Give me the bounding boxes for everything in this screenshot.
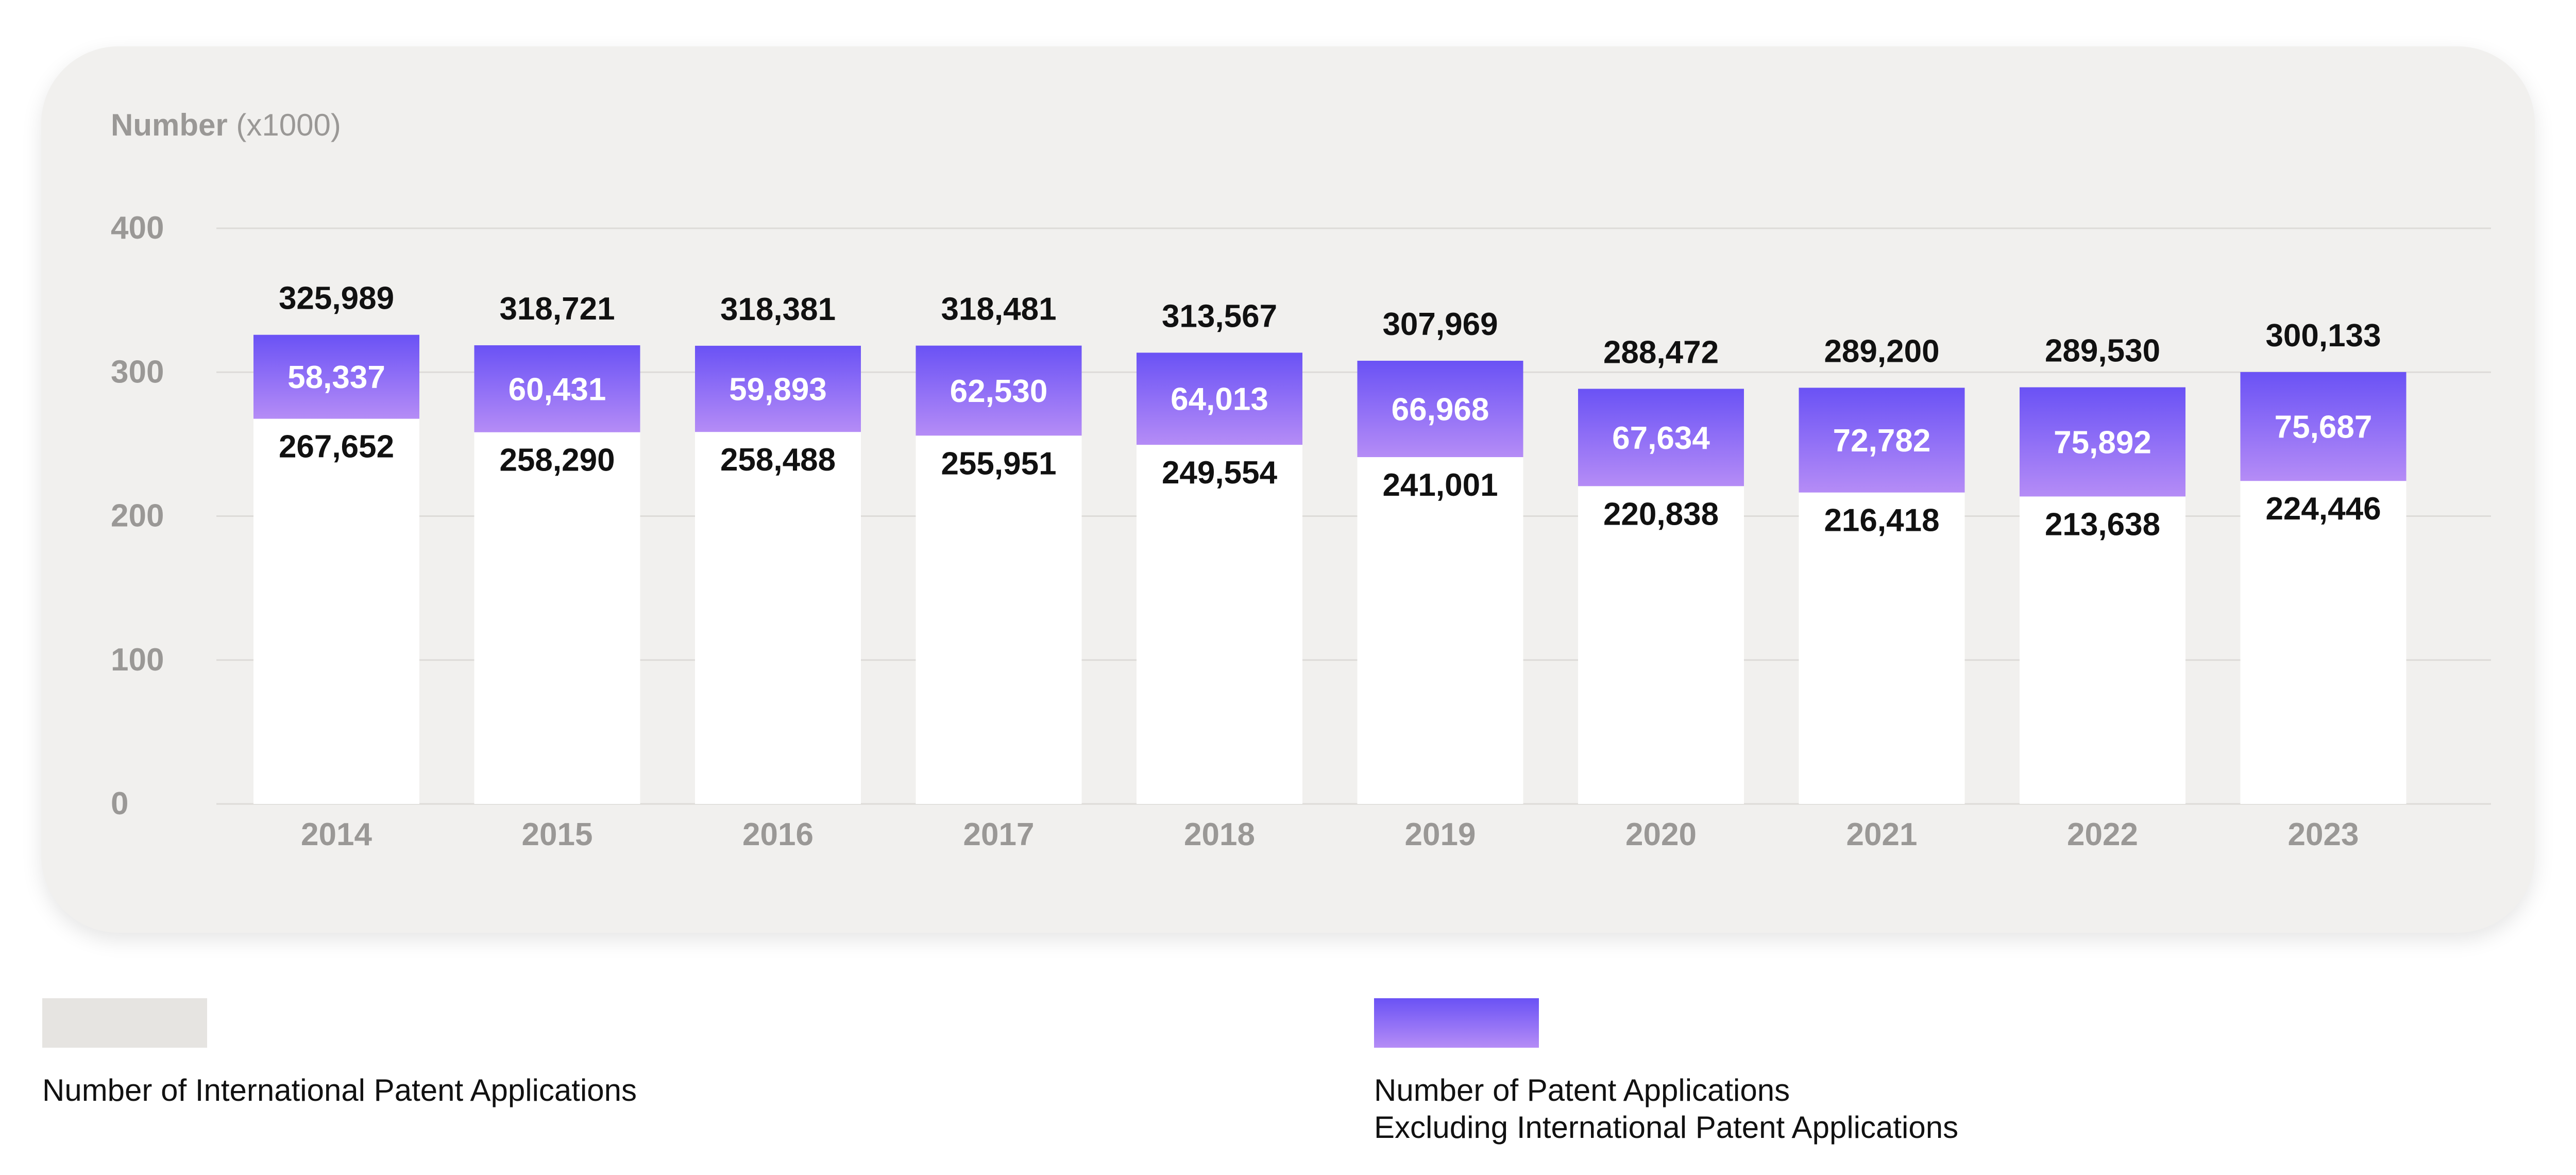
legend-label-excluding-line1: Number of Patent Applications (1374, 1073, 1790, 1107)
data-label-excluding: 62,530 (950, 374, 1048, 409)
y-axis-title-label: Number (111, 108, 228, 142)
x-tick-label: 2023 (2288, 817, 2359, 852)
bar-international-2022 (2020, 496, 2185, 804)
data-label-international: 220,838 (1603, 496, 1719, 532)
data-label-excluding: 75,687 (2275, 410, 2372, 445)
legend-swatch-excluding (1374, 998, 1539, 1048)
data-label-excluding: 75,892 (2054, 425, 2151, 460)
bar-excluding-2023 (2240, 372, 2406, 481)
y-tick-label: 200 (111, 498, 164, 534)
bar-excluding-2014 (253, 334, 419, 419)
legend-label-international: Number of International Patent Applicati… (42, 1073, 637, 1107)
y-tick-label: 100 (111, 642, 164, 678)
bar-international-2018 (1137, 445, 1302, 804)
data-label-international: 267,652 (279, 429, 394, 465)
data-label-excluding: 64,013 (1171, 382, 1268, 417)
data-label-total: 289,530 (2045, 333, 2160, 368)
bar-excluding-2016 (695, 345, 861, 432)
bar-international-2016 (695, 432, 861, 804)
bar-excluding-2021 (1799, 388, 1965, 493)
y-tick-label: 400 (111, 210, 164, 246)
data-label-total: 289,200 (1824, 333, 1939, 369)
x-tick-label: 2019 (1405, 817, 1476, 852)
data-label-total: 288,472 (1603, 334, 1719, 370)
x-tick-label: 2014 (301, 817, 372, 852)
data-label-excluding: 67,634 (1612, 421, 1710, 456)
data-label-international: 241,001 (1382, 467, 1498, 503)
data-label-excluding: 72,782 (1833, 423, 1931, 459)
data-label-total: 318,721 (499, 291, 615, 327)
y-axis-title-unit: (x1000) (236, 108, 341, 142)
y-axis-title: Number (x1000) (111, 107, 341, 143)
x-tick-label: 2022 (2067, 817, 2138, 852)
x-tick-label: 2018 (1184, 817, 1255, 852)
data-label-excluding: 66,968 (1392, 392, 1489, 428)
x-tick-label: 2017 (963, 817, 1035, 852)
data-label-total: 307,969 (1382, 307, 1498, 342)
data-label-international: 255,951 (941, 446, 1056, 481)
bar-excluding-2015 (474, 345, 640, 432)
data-label-total: 318,481 (941, 292, 1056, 327)
data-label-excluding: 60,431 (509, 372, 606, 407)
data-label-total: 325,989 (279, 281, 394, 316)
data-label-total: 318,381 (720, 292, 836, 327)
bar-international-2023 (2240, 481, 2406, 804)
bar-excluding-2020 (1578, 389, 1744, 486)
bar-excluding-2018 (1137, 352, 1302, 445)
x-tick-label: 2021 (1846, 817, 1918, 852)
data-label-excluding: 58,337 (287, 360, 385, 395)
data-label-total: 300,133 (2265, 318, 2381, 354)
legend-swatch-international (42, 998, 207, 1048)
data-label-excluding: 59,893 (729, 372, 827, 408)
data-label-international: 224,446 (2265, 491, 2381, 527)
y-tick-label: 0 (111, 786, 128, 821)
data-label-international: 249,554 (1162, 455, 1278, 491)
bar-international-2021 (1799, 492, 1965, 804)
x-tick-label: 2015 (522, 817, 593, 852)
bar-international-2015 (474, 432, 640, 804)
stacked-bar-chart: 0 100 200 300 400 58,337 267,652 325,989 2014 60,… (111, 210, 2491, 852)
bar-international-2017 (916, 435, 1082, 804)
bar-international-2014 (253, 418, 419, 804)
data-label-international: 216,418 (1824, 503, 1939, 539)
bar-excluding-2017 (916, 345, 1082, 436)
legend-label-excluding-line2: Excluding International Patent Applicati… (1374, 1110, 1959, 1145)
bar-excluding-2019 (1357, 360, 1523, 458)
data-label-international: 258,290 (499, 443, 615, 478)
data-label-international: 213,638 (2045, 507, 2160, 542)
data-label-total: 313,567 (1162, 298, 1277, 334)
bar-international-2020 (1578, 486, 1744, 804)
legend-label-excluding: Number of Patent Applications Excluding … (1374, 1072, 1958, 1146)
bar-excluding-2022 (2020, 387, 2185, 497)
data-label-international: 258,488 (720, 442, 836, 478)
x-tick-label: 2020 (1625, 817, 1697, 852)
x-tick-label: 2016 (742, 817, 814, 852)
bar-international-2019 (1357, 457, 1523, 804)
y-tick-label: 300 (111, 354, 164, 390)
